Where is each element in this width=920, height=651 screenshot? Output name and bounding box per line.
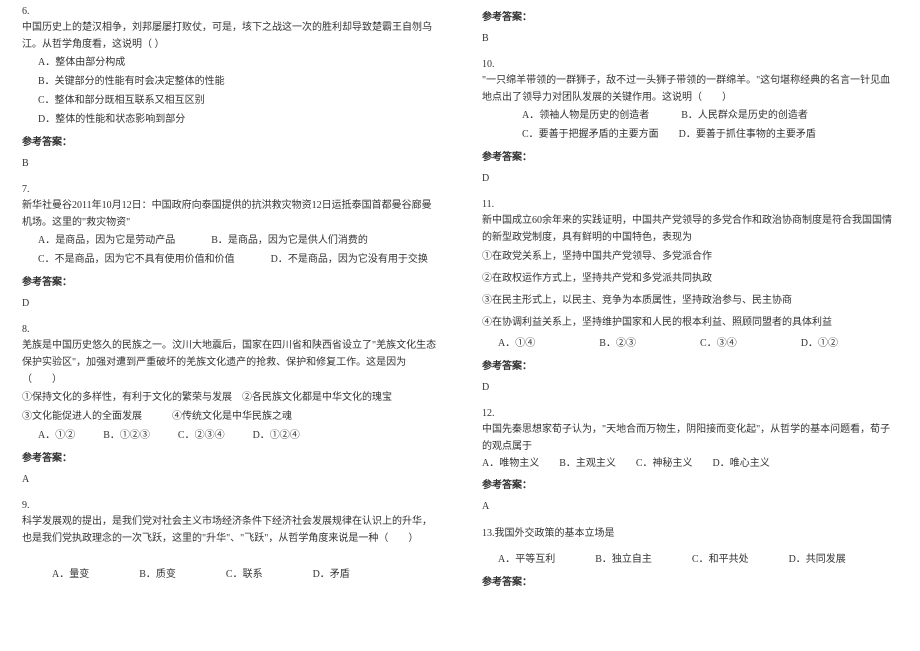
q8-answer-label: 参考答案：: [22, 448, 438, 470]
q12-text: 中国先秦思想家荀子认为，"天地合而万物生，阴阳接而变化起"，从哲学的基本问题看，…: [482, 421, 898, 455]
q7-opts-row2: C．不是商品，因为它不具有使用价值和价值 D．不是商品，因为它没有用于交换: [22, 250, 438, 269]
q11-c3: ③在民主形式上，以民主、竞争为本质属性，坚持政治参与、民主协商: [482, 290, 898, 312]
q9-opt-b: B．质变: [139, 565, 176, 584]
q13-opts: A．平等互利 B．独立自主 C．和平共处 D．共同发展: [482, 550, 898, 569]
left-column: 6. 中国历史上的楚汉相争，刘邦屡屡打败仗，可是，垓下之战这一次的胜利却导致楚霸…: [0, 4, 460, 647]
q13-text: 13.我国外交政策的基本立场是: [482, 525, 898, 542]
q10-text: "一只绵羊带领的一群狮子，敌不过一头狮子带领的一群绵羊。"这句堪称经典的名言一针…: [482, 72, 898, 106]
q11-c2: ②在政权运作方式上，坚持共产党和多党派共同执政: [482, 268, 898, 290]
q6-opt-d: D．整体的性能和状态影响到部分: [22, 110, 438, 129]
q11-opt-c: C．③④: [700, 334, 737, 353]
question-9: 9. 科学发展观的提出，是我们党对社会主义市场经济条件下经济社会发展规律在认识上…: [22, 498, 438, 584]
q11-opts: A．①④ B．②③ C．③④ D．①②: [482, 334, 898, 353]
question-10: 10. "一只绵羊带领的一群狮子，敌不过一头狮子带领的一群绵羊。"这句堪称经典的…: [482, 57, 898, 189]
q6-opt-a: A．整体由部分构成: [22, 53, 438, 72]
q10-opt-d: D．要善于抓住事物的主要矛盾: [679, 125, 816, 144]
question-12: 12. 中国先秦思想家荀子认为，"天地合而万物生，阴阳接而变化起"，从哲学的基本…: [482, 406, 898, 517]
q10-answer: D: [482, 169, 898, 189]
q9-opt-a: A．量变: [52, 565, 89, 584]
q7-answer-label: 参考答案：: [22, 272, 438, 294]
q10-num: 10.: [482, 57, 898, 72]
q6-opt-b: B．关键部分的性能有时会决定整体的性能: [22, 72, 438, 91]
q11-opt-d: D．①②: [801, 334, 838, 353]
q11-opt-b: B．②③: [599, 334, 636, 353]
question-7: 7. 新华社曼谷2011年10月12日：中国政府向泰国提供的抗洪救灾物资12日运…: [22, 182, 438, 314]
q10-opts-row1: A．领袖人物是历史的创造者 B．人民群众是历史的创造者: [482, 106, 898, 125]
question-13: 13.我国外交政策的基本立场是 A．平等互利 B．独立自主 C．和平共处 D．共…: [482, 525, 898, 594]
q8-opts: A．①② B．①②③ C．②③④ D．①②④: [22, 426, 438, 445]
question-11: 11. 新中国成立60余年来的实践证明，中国共产党领导的多党合作和政治协商制度是…: [482, 197, 898, 398]
q9-answer-block: 参考答案： B: [482, 7, 898, 49]
q12-num: 12.: [482, 406, 898, 421]
q7-opts-row1: A．是商品，因为它是劳动产品 B．是商品，因为它是供人们消费的: [22, 231, 438, 250]
q8-line2: ③文化能促进人的全面发展 ④传统文化是中华民族之魂: [22, 407, 438, 426]
right-column: 参考答案： B 10. "一只绵羊带领的一群狮子，敌不过一头狮子带领的一群绵羊。…: [460, 4, 920, 647]
q11-c1: ①在政党关系上，坚持中国共产党领导、多党派合作: [482, 246, 898, 268]
q9-answer: B: [482, 29, 898, 49]
q13-opt-d: D．共同发展: [789, 550, 846, 569]
q10-opt-c: C．要善于把握矛盾的主要方面: [522, 125, 659, 144]
q13-answer-label: 参考答案：: [482, 572, 898, 594]
q12-opts: A．唯物主义 B．主观主义 C．神秘主义 D．唯心主义: [482, 455, 898, 472]
q8-line1: ①保持文化的多样性，有利于文化的繁荣与发展 ②各民族文化都是中华文化的瑰宝: [22, 388, 438, 407]
q6-num: 6.: [22, 4, 438, 19]
q9-answer-label: 参考答案：: [482, 7, 898, 29]
q6-answer-label: 参考答案：: [22, 132, 438, 154]
q11-answer: D: [482, 378, 898, 398]
q11-text: 新中国成立60余年来的实践证明，中国共产党领导的多党合作和政治协商制度是符合我国…: [482, 212, 898, 246]
q6-opt-c: C．整体和部分既相互联系又相互区别: [22, 91, 438, 110]
q7-opt-b: B．是商品，因为它是供人们消费的: [211, 231, 368, 250]
q7-opt-a: A．是商品，因为它是劳动产品: [38, 231, 175, 250]
q13-opt-c: C．和平共处: [692, 550, 749, 569]
q8-opt-b: B．①②③: [103, 426, 150, 445]
q10-opts-row2: C．要善于把握矛盾的主要方面 D．要善于抓住事物的主要矛盾: [482, 125, 898, 144]
q7-opt-d: D．不是商品，因为它没有用于交换: [271, 250, 428, 269]
q11-num: 11.: [482, 197, 898, 212]
q6-text: 中国历史上的楚汉相争，刘邦屡屡打败仗，可是，垓下之战这一次的胜利却导致楚霸王自刎…: [22, 19, 438, 53]
q8-text: 羌族是中国历史悠久的民族之一。汶川大地震后，国家在四川省和陕西省设立了"羌族文化…: [22, 337, 438, 388]
q9-opt-c: C．联系: [226, 565, 263, 584]
q9-opts: A．量变 B．质变 C．联系 D．矛盾: [22, 565, 438, 584]
q6-answer: B: [22, 154, 438, 174]
q8-num: 8.: [22, 322, 438, 337]
q10-opt-a: A．领袖人物是历史的创造者: [522, 106, 649, 125]
q7-answer: D: [22, 294, 438, 314]
q10-opt-b: B．人民群众是历史的创造者: [681, 106, 808, 125]
q9-opt-d: D．矛盾: [313, 565, 350, 584]
q11-answer-label: 参考答案：: [482, 356, 898, 378]
question-6: 6. 中国历史上的楚汉相争，刘邦屡屡打败仗，可是，垓下之战这一次的胜利却导致楚霸…: [22, 4, 438, 174]
question-8: 8. 羌族是中国历史悠久的民族之一。汶川大地震后，国家在四川省和陕西省设立了"羌…: [22, 322, 438, 490]
q13-opt-a: A．平等互利: [498, 550, 555, 569]
q8-opt-d: D．①②④: [253, 426, 300, 445]
q7-text: 新华社曼谷2011年10月12日：中国政府向泰国提供的抗洪救灾物资12日运抵泰国…: [22, 197, 438, 231]
q7-opt-c: C．不是商品，因为它不具有使用价值和价值: [38, 250, 235, 269]
q12-answer-label: 参考答案：: [482, 475, 898, 497]
q13-opt-b: B．独立自主: [595, 550, 652, 569]
q7-num: 7.: [22, 182, 438, 197]
q11-opt-a: A．①④: [498, 334, 535, 353]
q8-opt-c: C．②③④: [178, 426, 225, 445]
q8-opt-a: A．①②: [38, 426, 75, 445]
q9-text: 科学发展观的提出，是我们党对社会主义市场经济条件下经济社会发展规律在认识上的升华…: [22, 513, 438, 547]
q11-c4: ④在协调利益关系上，坚持维护国家和人民的根本利益、照顾同盟者的具体利益: [482, 312, 898, 334]
q8-answer: A: [22, 470, 438, 490]
q9-num: 9.: [22, 498, 438, 513]
q12-answer: A: [482, 497, 898, 517]
q10-answer-label: 参考答案：: [482, 147, 898, 169]
